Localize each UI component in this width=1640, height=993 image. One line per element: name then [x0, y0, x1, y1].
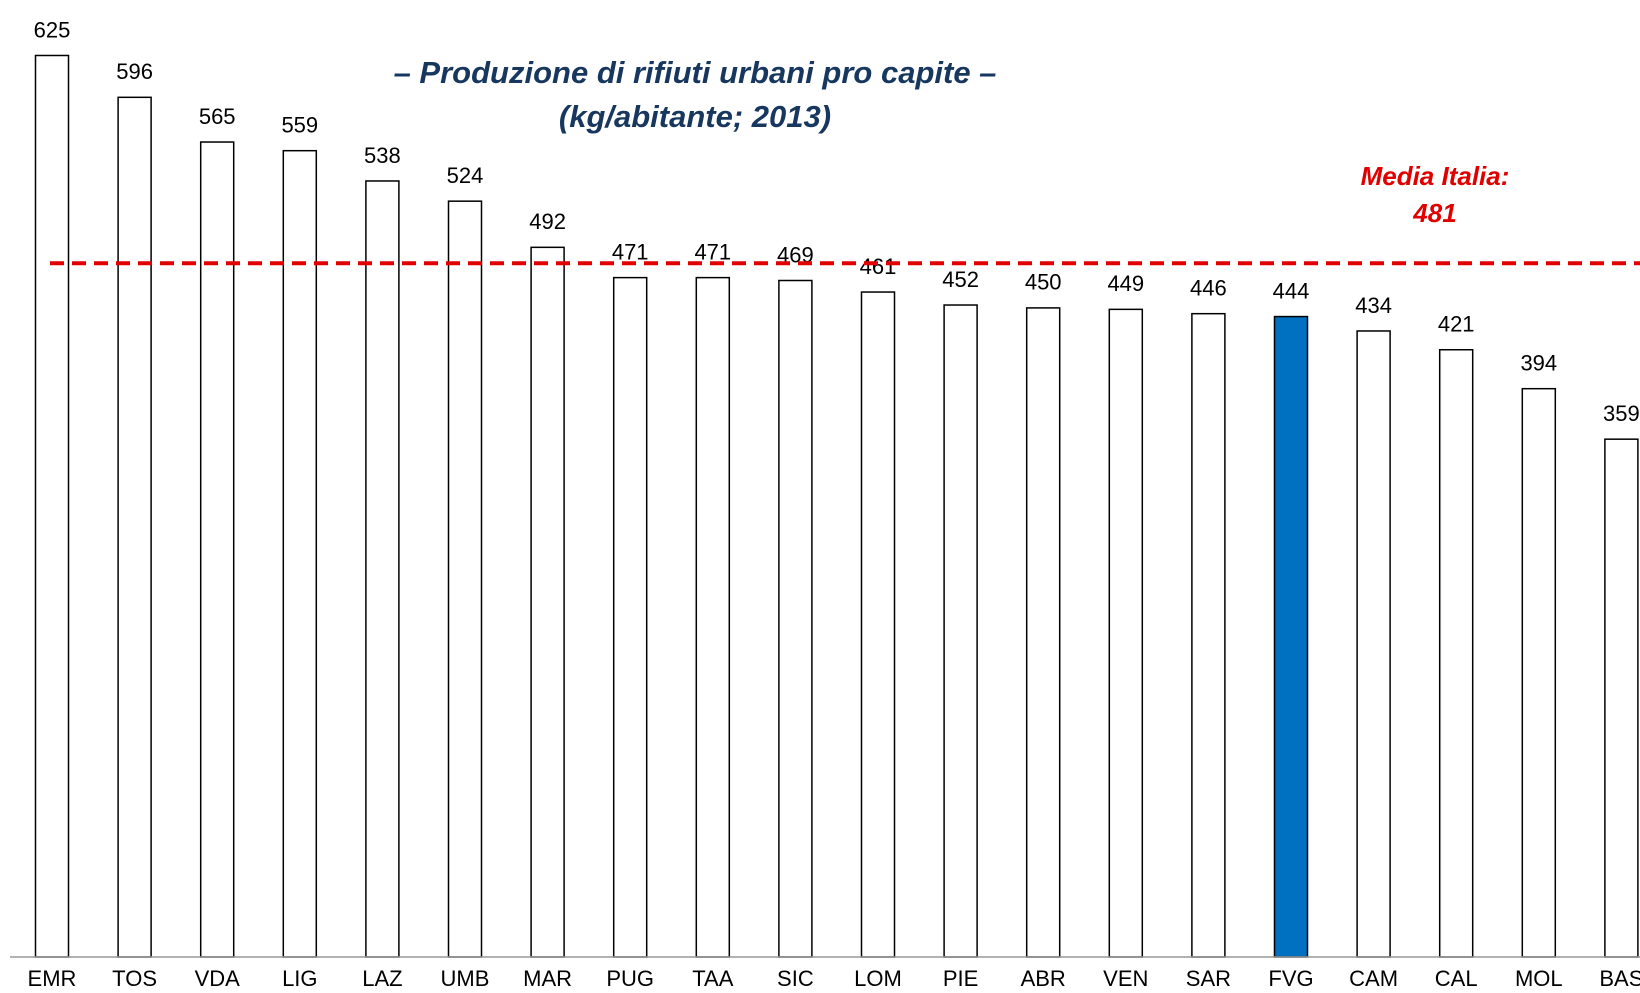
- x-tick-label: LIG: [282, 966, 317, 991]
- data-label: 596: [116, 59, 153, 84]
- x-tick-label: CAM: [1349, 966, 1398, 991]
- bar: [1438, 348, 1474, 958]
- data-label: 565: [199, 104, 236, 129]
- bar: [778, 279, 813, 958]
- data-label: 452: [942, 267, 979, 292]
- data-label: 461: [860, 254, 897, 279]
- data-label: 471: [694, 239, 731, 264]
- data-label: 434: [1355, 293, 1392, 318]
- x-tick-label: PUG: [606, 966, 654, 991]
- x-tick-label: MOL: [1515, 966, 1563, 991]
- chart-subtitle: (kg/abitante; 2013): [559, 99, 831, 134]
- x-tick-label: TOS: [112, 966, 157, 991]
- data-label: 394: [1520, 350, 1557, 375]
- data-label: 444: [1273, 278, 1310, 303]
- bar: [365, 180, 400, 958]
- bar: [282, 149, 318, 958]
- bar: [1356, 330, 1391, 958]
- bar: [530, 246, 565, 958]
- x-tick-label: SAR: [1186, 966, 1231, 991]
- x-tick-label: PIE: [943, 966, 978, 991]
- data-label: 450: [1025, 270, 1062, 295]
- bar: [1108, 308, 1144, 958]
- bar: [1521, 387, 1557, 958]
- data-label: 625: [34, 17, 71, 42]
- data-label: 524: [447, 163, 484, 188]
- x-tick-label: SIC: [777, 966, 814, 991]
- bar: [34, 54, 70, 958]
- data-label: 538: [364, 143, 401, 168]
- x-tick-label: VEN: [1103, 966, 1148, 991]
- chart-title: – Produzione di rifiuti urbani pro capit…: [394, 55, 997, 90]
- bar: [117, 96, 152, 958]
- data-label: 359: [1603, 401, 1640, 426]
- bar: [695, 276, 731, 958]
- bar: [447, 200, 483, 958]
- x-tick-label: LOM: [854, 966, 902, 991]
- bar: [943, 304, 978, 958]
- x-tick-label: VDA: [195, 966, 241, 991]
- x-tick-label: UMB: [441, 966, 490, 991]
- bar: [612, 276, 648, 958]
- data-label: 471: [612, 239, 649, 264]
- x-tick-label: FVG: [1268, 966, 1313, 991]
- bar: [199, 141, 235, 958]
- x-tick-label: TAA: [692, 966, 733, 991]
- bar: [1025, 307, 1061, 958]
- bar: [860, 291, 896, 958]
- x-tick-label: BAS: [1599, 966, 1640, 991]
- x-tick-label: MAR: [523, 966, 572, 991]
- x-tick-label: EMR: [28, 966, 77, 991]
- data-label: 421: [1438, 312, 1475, 337]
- data-label: 446: [1190, 275, 1227, 300]
- bar: [1604, 438, 1639, 958]
- x-tick-label: CAL: [1435, 966, 1478, 991]
- data-label: 559: [281, 112, 318, 137]
- data-label: 449: [1107, 271, 1144, 296]
- x-tick-label: LAZ: [362, 966, 402, 991]
- reference-value: 481: [1412, 198, 1456, 228]
- reference-label: Media Italia:: [1361, 161, 1510, 191]
- x-tick-label: ABR: [1021, 966, 1066, 991]
- bar: [1191, 312, 1226, 958]
- bar: [1273, 315, 1309, 958]
- data-label: 492: [529, 209, 566, 234]
